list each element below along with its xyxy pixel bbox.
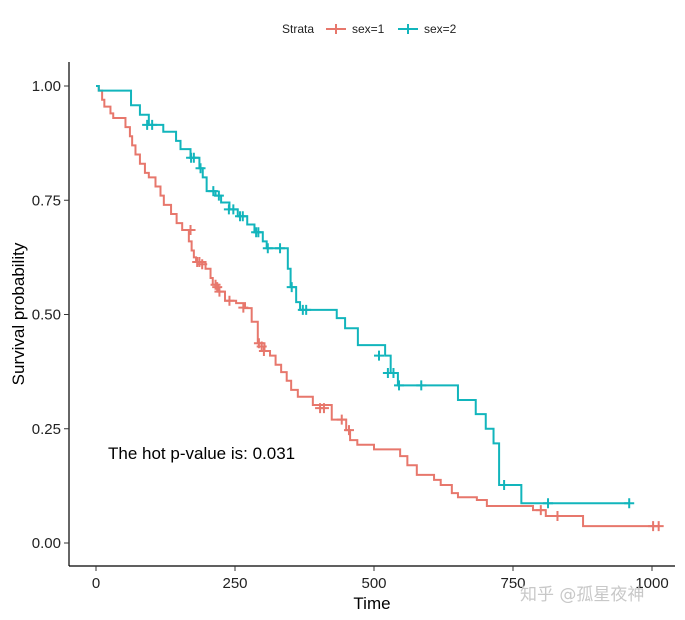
y-tick-label: 0.00	[32, 535, 61, 552]
censor-mark	[262, 243, 273, 254]
y-tick-label: 1.00	[32, 78, 61, 95]
legend: Strata sex=1 sex=2	[282, 22, 457, 36]
censor-mark	[212, 282, 223, 293]
censor-mark	[228, 204, 239, 215]
legend-title: Strata	[282, 22, 314, 36]
censor-mark	[253, 227, 264, 238]
y-axis-label: Survival probability	[9, 242, 28, 385]
censor-mark	[653, 521, 664, 532]
censor-mark	[343, 425, 354, 436]
legend-item-sex1: sex=1	[326, 22, 385, 36]
censor-mark	[197, 259, 208, 270]
censor-mark	[318, 403, 329, 414]
x-tick-label: 0	[92, 575, 100, 592]
series-sex1	[96, 85, 664, 532]
legend-item-sex2: sex=2	[398, 22, 457, 36]
censor-mark	[286, 282, 297, 293]
watermark: 知乎 @孤星夜神	[520, 585, 644, 605]
x-tick-label: 250	[222, 575, 247, 592]
censor-mark	[535, 505, 546, 516]
censor-mark	[374, 350, 385, 361]
censor-mark	[210, 279, 221, 290]
censor-mark	[256, 341, 267, 352]
censor-mark	[499, 479, 510, 490]
censor-mark	[336, 414, 347, 425]
x-tick-label: 500	[361, 575, 386, 592]
survival-curve	[96, 85, 660, 528]
censor-mark	[195, 163, 206, 174]
x-tick-label: 1000	[635, 575, 668, 592]
censor-mark	[543, 498, 554, 509]
censor-mark	[188, 152, 199, 163]
x-axis-label: Time	[353, 594, 390, 613]
censor-mark	[394, 380, 405, 391]
censor-mark	[237, 211, 248, 222]
censor-mark	[208, 186, 219, 197]
censor-mark	[258, 346, 269, 357]
y-tick-label: 0.50	[32, 307, 61, 324]
censor-mark	[224, 295, 235, 306]
censor-mark	[552, 511, 563, 522]
censor-mark	[185, 224, 196, 235]
censor-mark	[388, 367, 399, 378]
censor-mark	[147, 119, 158, 130]
y-tick-label: 0.25	[32, 421, 61, 438]
x-tick-label: 750	[500, 575, 525, 592]
censor-mark	[416, 380, 427, 391]
censor-mark	[213, 190, 224, 201]
legend-label: sex=1	[352, 22, 385, 36]
p-value-annotation: The hot p-value is: 0.031	[108, 444, 295, 463]
censor-mark	[624, 498, 635, 509]
legend-label: sex=2	[424, 22, 457, 36]
censor-mark	[214, 286, 225, 297]
series-sex2	[96, 85, 635, 509]
survival-curve	[96, 85, 630, 505]
y-tick-label: 0.75	[32, 192, 61, 209]
censor-mark	[238, 302, 249, 313]
censor-mark	[301, 304, 312, 315]
censor-mark	[275, 243, 286, 254]
